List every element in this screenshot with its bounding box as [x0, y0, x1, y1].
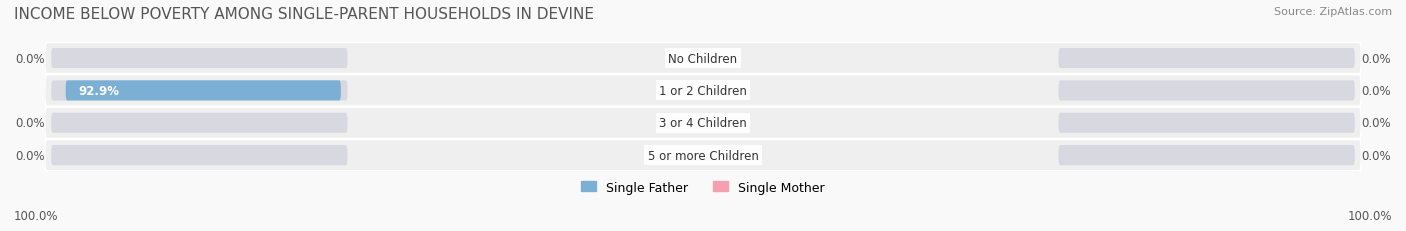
Text: 0.0%: 0.0%: [1361, 149, 1391, 162]
Text: 0.0%: 0.0%: [15, 117, 45, 130]
FancyBboxPatch shape: [45, 140, 1361, 171]
Text: No Children: No Children: [668, 52, 738, 65]
Text: Source: ZipAtlas.com: Source: ZipAtlas.com: [1274, 7, 1392, 17]
Text: 0.0%: 0.0%: [15, 149, 45, 162]
Text: 92.9%: 92.9%: [79, 85, 120, 97]
Legend: Single Father, Single Mother: Single Father, Single Mother: [581, 181, 825, 194]
FancyBboxPatch shape: [1059, 146, 1355, 165]
Text: 100.0%: 100.0%: [1347, 209, 1392, 222]
FancyBboxPatch shape: [51, 81, 347, 101]
FancyBboxPatch shape: [51, 49, 347, 69]
Text: 0.0%: 0.0%: [1361, 117, 1391, 130]
FancyBboxPatch shape: [45, 107, 1361, 139]
Text: 0.0%: 0.0%: [1361, 52, 1391, 65]
Text: 0.0%: 0.0%: [1361, 85, 1391, 97]
Text: 3 or 4 Children: 3 or 4 Children: [659, 117, 747, 130]
FancyBboxPatch shape: [51, 146, 347, 165]
Text: 1 or 2 Children: 1 or 2 Children: [659, 85, 747, 97]
Text: INCOME BELOW POVERTY AMONG SINGLE-PARENT HOUSEHOLDS IN DEVINE: INCOME BELOW POVERTY AMONG SINGLE-PARENT…: [14, 7, 595, 22]
Text: 5 or more Children: 5 or more Children: [648, 149, 758, 162]
FancyBboxPatch shape: [1059, 49, 1355, 69]
FancyBboxPatch shape: [51, 113, 347, 133]
FancyBboxPatch shape: [45, 43, 1361, 75]
Text: 100.0%: 100.0%: [14, 209, 59, 222]
FancyBboxPatch shape: [66, 81, 340, 101]
FancyBboxPatch shape: [1059, 113, 1355, 133]
FancyBboxPatch shape: [45, 75, 1361, 107]
FancyBboxPatch shape: [1059, 81, 1355, 101]
Text: 0.0%: 0.0%: [15, 52, 45, 65]
